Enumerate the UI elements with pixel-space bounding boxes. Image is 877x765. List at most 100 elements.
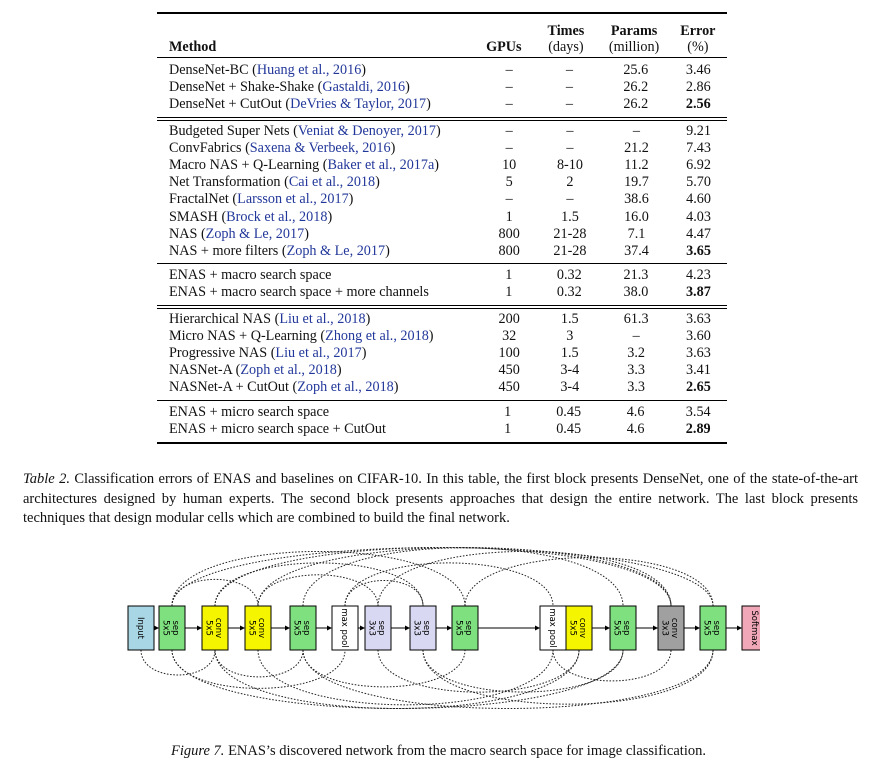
cell-times: – — [565, 96, 573, 113]
node-box — [158, 605, 186, 651]
table-row: ENAS + micro search space 1 0.45 4.6 3.54 — [157, 404, 727, 421]
cell-method: DenseNet-BC (Huang et al., 2016) — [169, 62, 367, 78]
table-caption: Table 2. Classification errors of ENAS a… — [23, 470, 858, 529]
node-label: sep5x5 — [292, 620, 312, 636]
cell-error: 5.70 — [686, 174, 711, 191]
cell-times: 3-4 — [560, 379, 580, 396]
network-node: sep3x3 — [364, 605, 392, 651]
table-block-rows: Hierarchical NAS (Liu et al., 2018) 200 1.… — [157, 311, 727, 397]
citation-link[interactable]: Liu et al., 2017 — [275, 345, 362, 361]
method-name: ConvFabrics — [169, 139, 242, 156]
node-label: sep3x3 — [412, 620, 432, 636]
node-box — [609, 605, 637, 651]
cell-params: 4.6 — [626, 420, 645, 437]
cell-times: 8-10 — [556, 157, 583, 173]
cell-error: 6.92 — [686, 157, 711, 173]
citation-link[interactable]: Larsson et al., 2017 — [237, 191, 349, 208]
cell-gpus: 200 — [498, 310, 520, 327]
cell-gpus: – — [505, 139, 513, 156]
citation-link[interactable]: Saxena & Verbeek, 2016 — [249, 139, 391, 156]
table-row: DenseNet-BC (Huang et al., 2016) – – 25.6 3.… — [157, 62, 727, 79]
method-name: Budgeted Super Nets — [169, 122, 290, 139]
arrow-head — [327, 625, 332, 631]
network-node: max pool — [539, 605, 567, 651]
node-box — [244, 605, 272, 651]
node-label: max pool — [339, 608, 349, 647]
cell-gpus: 100 — [498, 345, 520, 361]
node-label: conv5x5 — [568, 618, 588, 638]
citation-link[interactable]: Zoph & Le, 2017 — [286, 243, 386, 260]
cell-method: ENAS + micro search space — [157, 404, 480, 421]
table-row: NASNet-A + CutOut (Zoph et al., 2018) 450… — [157, 379, 727, 396]
cell-times: 2 — [566, 174, 574, 191]
skip-connection — [464, 557, 714, 607]
cell-method: ENAS + macro search space — [157, 267, 481, 284]
citation-link[interactable]: Brock et al., 2018 — [226, 208, 328, 225]
node-label: sep3x3 — [367, 620, 387, 636]
citation-link[interactable]: Cai et al., 2018 — [288, 174, 376, 191]
node-label: sep5x5 — [612, 620, 632, 636]
cell-gpus: – — [505, 79, 513, 96]
table-row: Progressive NAS (Liu et al., 2017) 100 1.5… — [157, 345, 727, 362]
cell-times: 1.5 — [560, 310, 579, 327]
method-name: ENAS + macro search space + more channel… — [169, 284, 429, 301]
node-box — [451, 605, 479, 651]
method-name: FractalNet — [169, 191, 229, 208]
skip-connection — [214, 562, 424, 607]
node-box — [331, 605, 359, 651]
cell-error: 4.60 — [686, 191, 711, 208]
cell-times: – — [565, 62, 573, 78]
node-label: sep5x5 — [454, 620, 474, 636]
cell-error: 2.56 — [685, 96, 711, 113]
cell-method: NASNet-A (Zoph et al., 2018) — [169, 362, 342, 379]
cell-gpus: 800 — [498, 225, 520, 242]
cell-method: ENAS + micro search space + CutOut — [157, 421, 480, 438]
node-box — [127, 605, 155, 651]
figure-caption-text: ENAS’s discovered network from the macro… — [224, 743, 706, 759]
col-header-error: Error (%) — [680, 23, 716, 55]
cell-error: 4.03 — [686, 208, 711, 225]
node-label: Input — [135, 617, 145, 640]
table-row: DenseNet + Shake-Shake (Gastaldi, 2016) –… — [157, 79, 727, 96]
citation-link[interactable]: Liu et al., 2018 — [279, 310, 366, 327]
cell-params: 19.7 — [624, 174, 649, 191]
table-block-rows: DenseNet-BC (Huang et al., 2016) – –25.6 3.… — [157, 62, 727, 114]
citation-link[interactable]: Veniat & Denoyer, 2017 — [297, 122, 436, 139]
network-node: conv5x5 — [244, 605, 272, 651]
citation-link[interactable]: Huang et al., 2016 — [256, 62, 362, 78]
cell-gpus: 450 — [498, 379, 520, 396]
table-block: Budgeted Super Nets (Veniat & Denoyer, 2… — [157, 123, 727, 261]
network-node: conv3x3 — [657, 605, 685, 651]
cell-error: 2.86 — [685, 79, 711, 96]
cell-error: 2.89 — [685, 420, 711, 437]
citation-link[interactable]: Zoph et al., 2018 — [297, 379, 394, 396]
citation-link[interactable]: Gastaldi, 2016 — [322, 79, 406, 96]
node-label: conv5x5 — [247, 618, 267, 638]
method-name: ENAS + micro search space — [169, 403, 330, 420]
cell-gpus: 1 — [505, 284, 513, 301]
skip-connection — [422, 649, 714, 705]
cell-gpus: 10 — [502, 157, 517, 173]
results-table-head: Method GPUs Times (days) Params (million) … — [157, 17, 727, 55]
figure-caption-lead: Figure 7. — [171, 743, 225, 759]
citation-link[interactable]: Baker et al., 2017a — [327, 157, 435, 173]
network-node: sep3x3 — [409, 605, 437, 651]
header-rule — [157, 57, 727, 58]
citation-link[interactable]: Zoph & Le, 2017 — [205, 225, 305, 242]
cell-method: Macro NAS + Q-Learning (Baker et al., 20… — [169, 157, 440, 173]
arrow-head — [737, 625, 742, 631]
cell-method: DenseNet + Shake-Shake (Gastaldi, 2016) — [169, 79, 410, 96]
skip-connection — [422, 649, 624, 693]
cell-times: 0.45 — [556, 420, 582, 437]
skip-connection — [214, 649, 580, 709]
table-row: FractalNet (Larsson et al., 2017) – – 38.6 4… — [157, 191, 727, 208]
block-rule — [157, 116, 727, 118]
citation-link[interactable]: DeVries & Taylor, 2017 — [290, 96, 427, 113]
table-bottom-rule — [157, 442, 727, 444]
method-name: NASNet-A + CutOut — [169, 379, 289, 396]
citation-link[interactable]: Zhong et al., 2018 — [325, 327, 429, 344]
cell-params: 21.3 — [623, 267, 649, 284]
citation-link[interactable]: Zoph et al., 2018 — [240, 362, 337, 379]
node-label: conv3x3 — [660, 618, 680, 638]
block-rule — [157, 263, 727, 265]
